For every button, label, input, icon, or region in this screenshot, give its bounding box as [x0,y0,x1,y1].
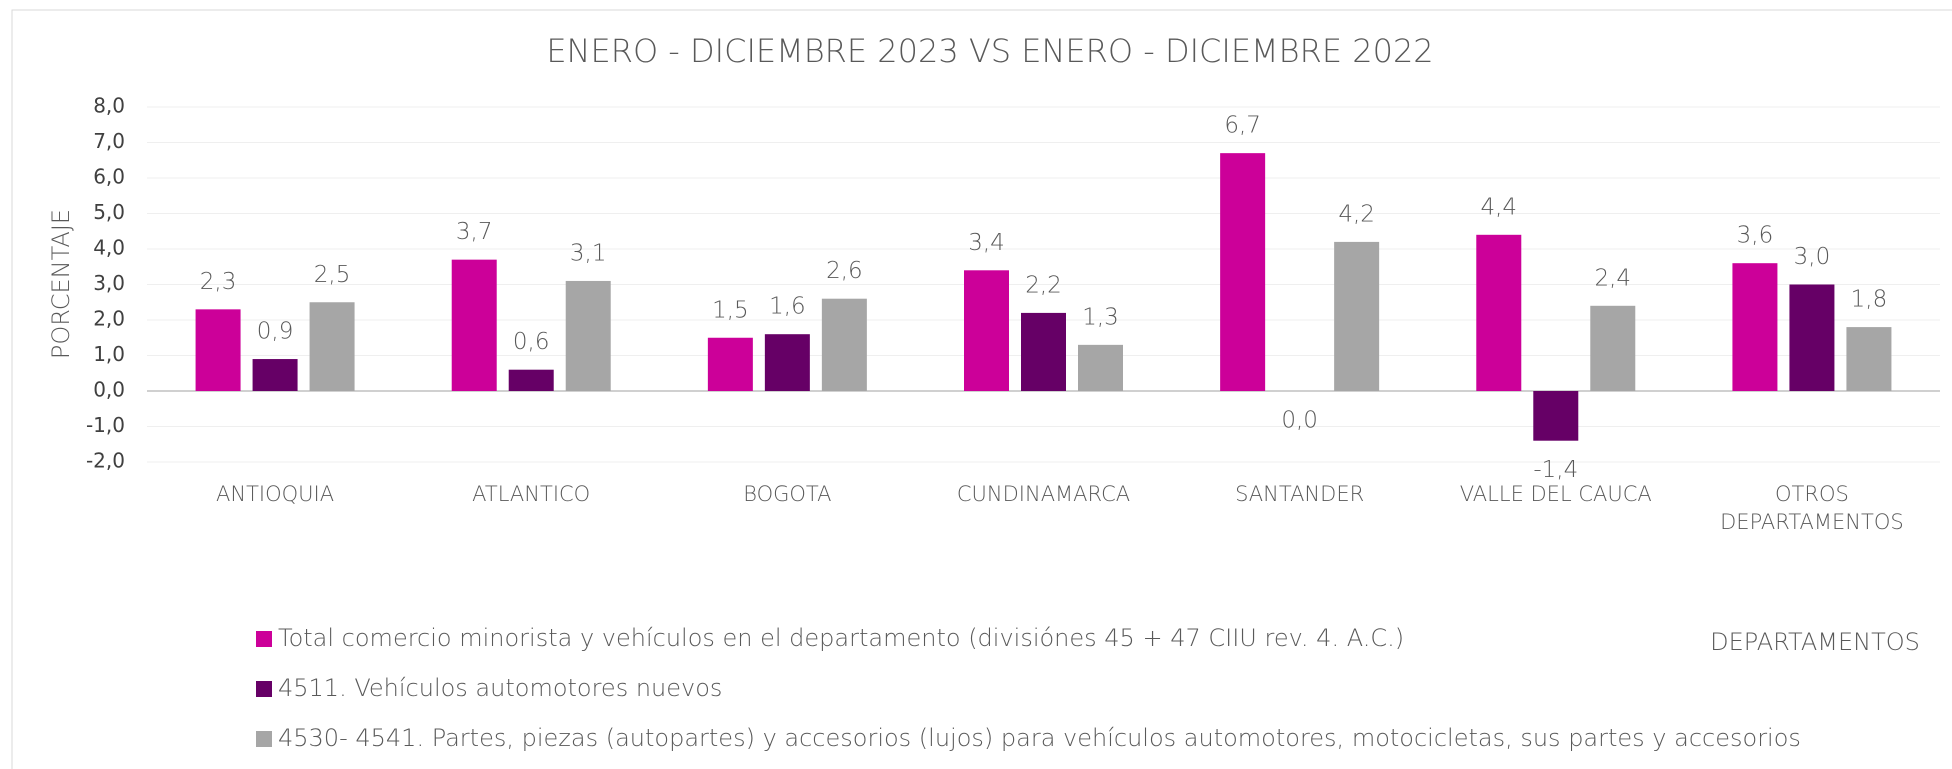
legend-swatch [256,631,272,647]
legend-label: Total comercio minorista y vehículos en … [278,624,1404,652]
bar [451,259,497,391]
bar [821,298,867,391]
data-label: 4,2 [1338,201,1375,227]
data-label: 1,6 [769,294,806,320]
y-tick-label: 3,0 [93,271,125,295]
x-tick-label: OTROS DEPARTAMENTOS [1720,482,1904,534]
bar [1789,284,1835,391]
chart-title: ENERO - DICIEMBRE 2023 VS ENERO - DICIEM… [546,32,1433,70]
x-axis-title: DEPARTAMENTOS [1710,628,1920,656]
bar [964,270,1009,391]
data-label: 0,9 [257,319,294,345]
bar [1021,312,1066,391]
chart-border [11,9,1952,769]
y-tick-label: 1,0 [93,342,125,366]
data-label: 1,8 [1851,287,1888,313]
x-tick-label: ATLANTICO [472,482,591,506]
x-tick-label: SANTANDER [1235,482,1365,506]
legend-swatch [256,681,272,697]
data-label: 1,5 [712,297,749,323]
bar [1220,153,1266,391]
bar [1476,234,1522,391]
y-tick-label: 2,0 [93,307,125,331]
bar [1846,327,1892,391]
data-label: 2,4 [1594,265,1631,291]
x-tick-label: BOGOTA [743,482,832,506]
data-label: 0,6 [513,329,550,355]
legend-label: 4530- 4541. Partes, piezas (autopartes) … [278,724,1801,752]
y-tick-label: 0,0 [93,378,125,402]
data-label: -1,4 [1533,457,1578,483]
data-label: 6,7 [1224,113,1261,139]
x-tick-label: CUNDINAMARCA [956,482,1131,506]
y-axis-title: PORCENTAJE [47,209,75,359]
bar [1533,391,1579,441]
y-tick-label: 5,0 [93,200,125,224]
bar [1334,241,1380,391]
bar [195,309,241,391]
data-label: 1,3 [1082,304,1119,330]
y-tick-label: -1,0 [86,413,125,437]
bar [565,280,611,391]
y-tick-label: 4,0 [93,236,125,260]
bar [1732,263,1778,391]
legend-swatch [256,731,272,747]
x-tick-label: VALLE DEL CAUCA [1459,482,1652,506]
data-label: 3,0 [1794,244,1831,270]
data-label: 3,7 [456,219,493,245]
data-label: 3,1 [570,240,607,266]
bar [1590,305,1636,391]
x-tick-label: ANTIOQUIA [216,482,335,506]
bar [707,337,753,391]
bar [508,369,554,391]
y-tick-label: -2,0 [86,449,125,473]
y-tick-label: 6,0 [93,165,125,189]
data-label: 2,6 [826,258,863,284]
data-label: 3,4 [968,230,1005,256]
data-label: 2,3 [200,269,237,295]
bar [764,334,810,391]
data-label: 0,0 [1281,408,1318,434]
legend-label: 4511. Vehículos automotores nuevos [278,674,722,702]
data-label: 2,2 [1025,272,1062,298]
data-label: 4,4 [1480,194,1517,220]
data-label: 3,6 [1737,223,1774,249]
y-tick-label: 7,0 [93,129,125,153]
bar [309,302,355,391]
bar [1078,344,1123,391]
y-tick-label: 8,0 [93,94,125,118]
data-label: 2,5 [314,262,351,288]
bar [252,359,298,391]
